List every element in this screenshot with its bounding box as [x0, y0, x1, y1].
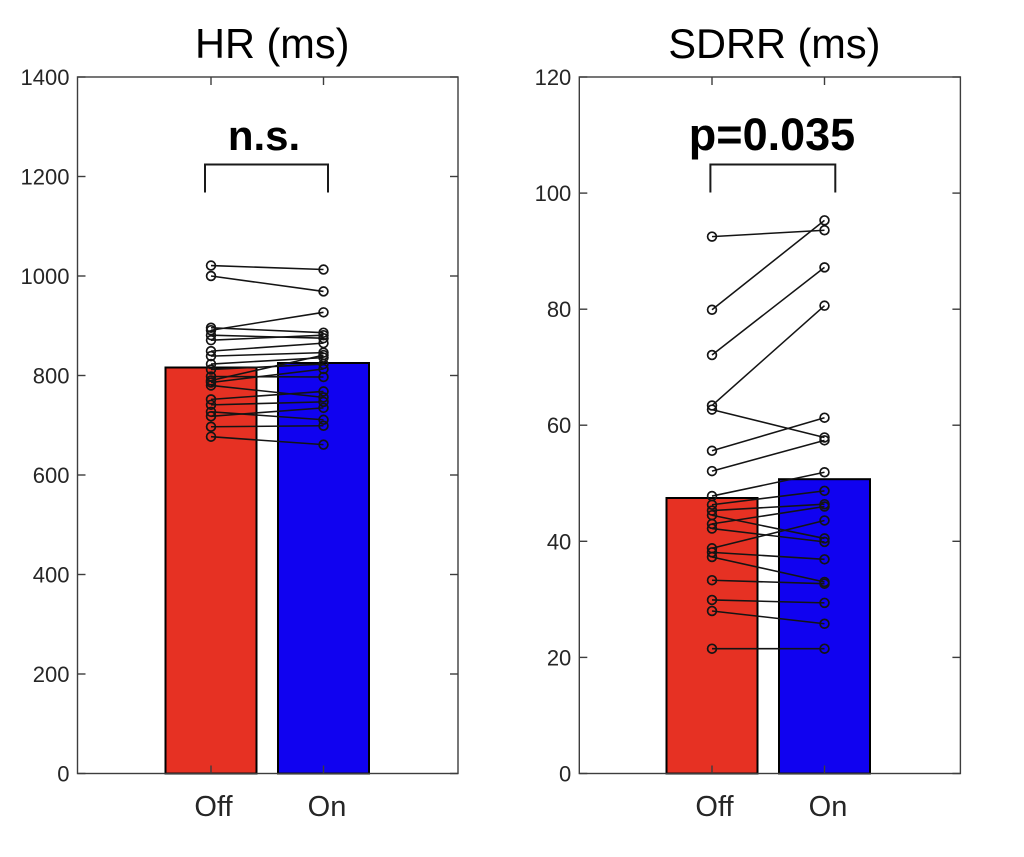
svg-text:600: 600 — [33, 463, 70, 488]
svg-text:80: 80 — [547, 297, 571, 322]
svg-text:60: 60 — [547, 413, 571, 438]
svg-text:On: On — [308, 791, 347, 823]
svg-text:Off: Off — [695, 791, 734, 823]
svg-text:SDRR (ms): SDRR (ms) — [668, 20, 880, 67]
svg-text:Off: Off — [194, 791, 233, 823]
svg-text:1000: 1000 — [21, 264, 70, 289]
svg-text:20: 20 — [547, 645, 571, 670]
svg-text:100: 100 — [535, 181, 572, 206]
svg-text:40: 40 — [547, 529, 571, 554]
svg-text:0: 0 — [559, 762, 571, 787]
svg-text:1200: 1200 — [21, 165, 70, 190]
svg-text:1400: 1400 — [21, 65, 70, 90]
svg-text:200: 200 — [33, 662, 70, 687]
svg-text:n.s.: n.s. — [228, 112, 300, 159]
svg-text:HR (ms): HR (ms) — [195, 20, 349, 67]
svg-text:p=0.035: p=0.035 — [689, 109, 855, 160]
svg-text:400: 400 — [33, 563, 70, 588]
svg-text:0: 0 — [57, 762, 69, 787]
svg-text:120: 120 — [535, 65, 572, 90]
svg-text:800: 800 — [33, 364, 70, 389]
svg-text:On: On — [809, 791, 848, 823]
